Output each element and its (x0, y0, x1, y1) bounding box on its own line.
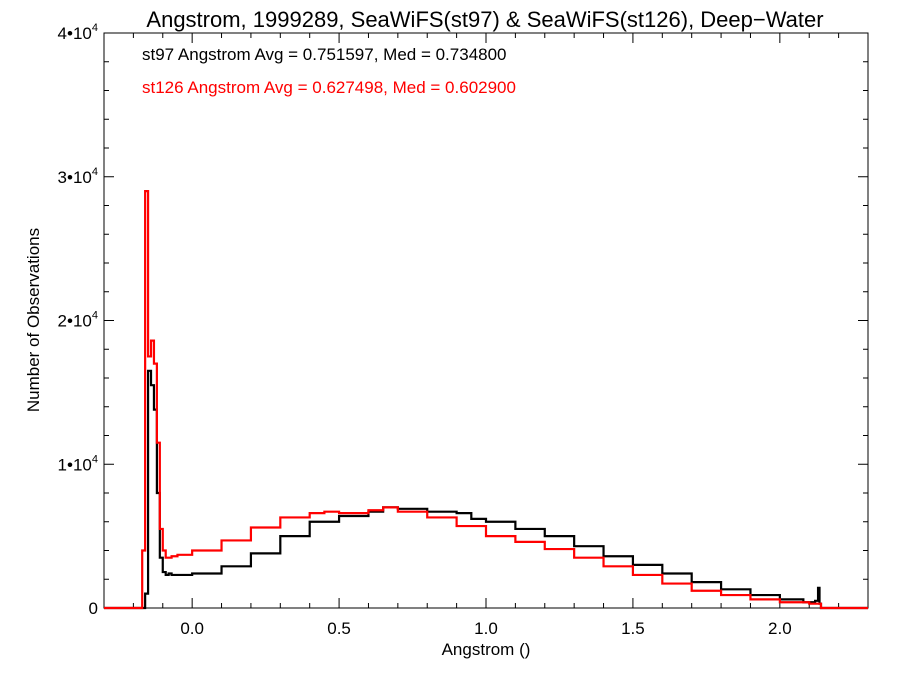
y-axis-label: Number of Observations (24, 228, 43, 412)
y-tick-label: 4•104 (58, 22, 98, 43)
y-tick-label: 3•104 (58, 166, 98, 187)
st126-histogram-line (104, 190, 868, 610)
st126-stats-annotation: st126 Angstrom Avg = 0.627498, Med = 0.6… (142, 78, 516, 97)
x-tick-label: 0.0 (180, 619, 204, 638)
st97-stats-annotation: st97 Angstrom Avg = 0.751597, Med = 0.73… (142, 45, 507, 64)
x-tick-label: 1.0 (474, 619, 498, 638)
x-tick-label: 0.5 (327, 619, 351, 638)
chart-title: Angstrom, 1999289, SeaWiFS(st97) & SeaWi… (146, 7, 823, 32)
y-tick-label: 1•104 (58, 453, 98, 474)
x-axis-label: Angstrom () (442, 640, 531, 659)
y-tick-label: 2•104 (58, 310, 98, 331)
x-tick-label: 2.0 (768, 619, 792, 638)
y-tick-label: 0 (89, 599, 98, 618)
st97-histogram-line (104, 369, 868, 610)
x-tick-label: 1.5 (621, 619, 645, 638)
